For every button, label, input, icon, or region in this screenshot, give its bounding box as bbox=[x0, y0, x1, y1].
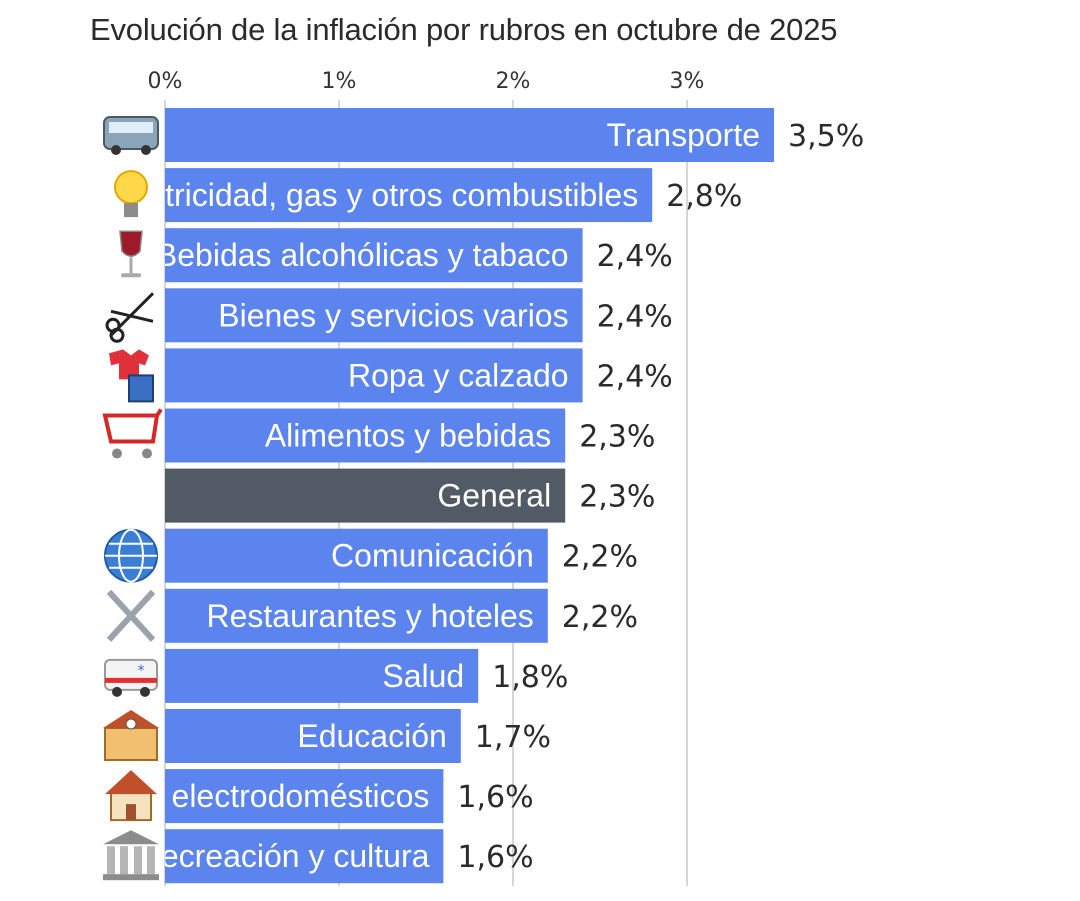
bar-category-label: Salud bbox=[382, 658, 464, 694]
bar-value-label: 2,8% bbox=[666, 179, 742, 214]
x-tick-label: 0% bbox=[148, 69, 183, 94]
light-bulb-icon bbox=[114, 170, 148, 218]
x-tick-label: 3% bbox=[670, 69, 705, 94]
bar-value-label: 2,2% bbox=[562, 600, 638, 635]
shopping-cart-icon bbox=[102, 408, 163, 459]
bar-value-label: 2,4% bbox=[597, 359, 673, 394]
bar-value-label: 1,6% bbox=[457, 840, 533, 875]
bar-value-label: 2,2% bbox=[562, 540, 638, 575]
bar bbox=[165, 288, 583, 343]
clothes-icon bbox=[109, 349, 154, 403]
bar-category-label: Recreación y cultura bbox=[138, 838, 430, 874]
bar bbox=[165, 468, 566, 523]
category-icons: * bbox=[102, 116, 163, 881]
x-tick-label: 2% bbox=[496, 69, 531, 94]
bar-category-label: General bbox=[437, 478, 551, 514]
bar bbox=[165, 588, 548, 643]
school-icon bbox=[103, 710, 159, 761]
bar-category-label: Ropa y calzado bbox=[348, 357, 569, 393]
wine-glass-icon bbox=[119, 230, 143, 278]
bar-category-label: Transporte bbox=[606, 117, 760, 153]
bar bbox=[165, 408, 566, 463]
bar-category-label: Alimentos y bebidas bbox=[265, 418, 551, 454]
bar-value-label: 3,5% bbox=[788, 119, 864, 154]
fork-knife-icon bbox=[106, 589, 156, 642]
bar-value-label: 2,4% bbox=[597, 239, 673, 274]
scissors-comb-icon bbox=[105, 292, 155, 343]
bars bbox=[165, 108, 774, 884]
bar-value-label: 1,6% bbox=[457, 780, 533, 815]
bar-category-label: Comunicación bbox=[331, 538, 534, 574]
bar-category-label: Vivienda, agua, electricidad, gas y otro… bbox=[0, 177, 638, 213]
svg-text:*: * bbox=[138, 663, 145, 679]
bar-category-label: Bebidas alcohólicas y tabaco bbox=[156, 237, 569, 273]
bar-category-label: Bienes y servicios varios bbox=[218, 297, 568, 333]
bar-labels: Transporte 3,5% Vivienda, agua, electricid… bbox=[0, 117, 864, 875]
house-icon bbox=[105, 770, 157, 822]
bar-value-label: 2,3% bbox=[579, 480, 655, 515]
bar-value-label: 2,4% bbox=[597, 299, 673, 334]
x-axis-ticks: 0% 1% 2% 3% bbox=[148, 69, 705, 94]
globe-icon bbox=[104, 528, 158, 583]
bar bbox=[165, 228, 583, 283]
bar bbox=[165, 528, 548, 583]
bar bbox=[165, 648, 479, 703]
bus-icon bbox=[103, 116, 159, 155]
chart-title: Evolución de la inflación por rubros en … bbox=[90, 12, 838, 47]
x-tick-label: 1% bbox=[322, 69, 357, 94]
bar bbox=[165, 829, 444, 884]
museum-icon bbox=[103, 830, 159, 881]
bar-category-label: Restaurantes y hoteles bbox=[207, 598, 534, 634]
ambulance-icon: * bbox=[104, 658, 158, 697]
bar bbox=[165, 769, 444, 824]
bar bbox=[165, 108, 774, 162]
bar bbox=[165, 168, 653, 223]
bar-category-label: Equipamiento y mantenimiento del hogar y… bbox=[0, 778, 429, 814]
bar-category-label: Educación bbox=[297, 718, 446, 754]
bar bbox=[165, 709, 461, 763]
bar-value-label: 2,3% bbox=[579, 420, 655, 455]
bar bbox=[165, 348, 583, 403]
bar-value-label: 1,7% bbox=[475, 720, 551, 755]
bar-value-label: 1,8% bbox=[492, 660, 568, 695]
